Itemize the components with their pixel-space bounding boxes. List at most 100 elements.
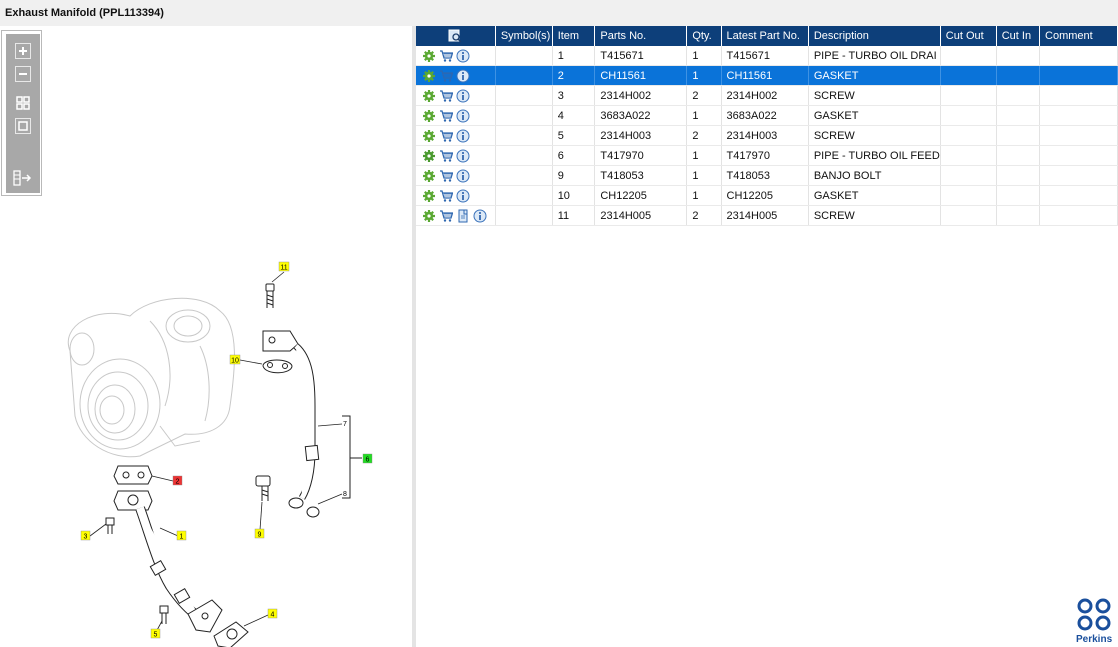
qty-cell: 2 [686,85,722,106]
illustration-pane[interactable]: 11 10 7 6 8 2 9 3 1 4 5 [0,26,412,647]
info-icon[interactable] [456,149,470,163]
cut-out-cell [940,125,997,146]
gear-icon[interactable] [422,49,436,63]
item-cell: 3 [552,85,596,106]
cut-out-cell [940,85,997,106]
row-icons-cell [416,125,496,146]
comment-cell [1039,105,1118,126]
table-row[interactable]: 3 2314H002 2 2314H002 SCREW [416,85,1118,106]
callout-6[interactable]: 6 [366,457,370,464]
column-header-parts-no[interactable]: Parts No. [594,26,688,46]
table-row[interactable]: 1 T415671 1 T415671 PIPE - TURBO OIL DRAI [416,46,1118,66]
item-cell: 1 [552,46,596,66]
cut-out-cell [940,165,997,186]
table-row[interactable]: 10 CH12205 1 CH12205 GASKET [416,185,1118,206]
callout-9[interactable]: 9 [258,532,262,539]
info-icon[interactable] [456,129,470,143]
row-actions [421,49,494,63]
latest-part-no-cell: T415671 [721,46,809,66]
callout-3[interactable]: 3 [84,534,88,541]
symbols-cell [495,105,553,126]
column-header-qty[interactable]: Qty. [686,26,722,46]
info-icon[interactable] [456,189,470,203]
info-icon[interactable] [456,89,470,103]
gears-icon[interactable] [422,149,436,163]
parts-no-cell: 2314H002 [594,85,688,106]
parts-table: Symbol(s) Item Parts No. Qty. Latest Par… [416,26,1118,226]
table-row[interactable]: 6 T417970 1 T417970 PIPE - TURBO OIL FEED [416,145,1118,166]
gear-icon[interactable] [422,129,436,143]
cart-icon[interactable] [439,189,453,203]
info-icon[interactable] [473,209,487,223]
document-icon[interactable] [456,209,470,223]
qty-cell: 1 [686,65,722,86]
info-icon[interactable] [456,49,470,63]
gear-icon[interactable] [422,69,436,83]
latest-part-no-cell: CH12205 [721,185,809,206]
gear-icon[interactable] [422,189,436,203]
item-cell: 6 [552,145,596,166]
info-icon[interactable] [456,169,470,183]
description-cell: GASKET [808,65,941,86]
perkins-logo [1077,598,1111,631]
cart-icon[interactable] [439,209,453,223]
callout-1[interactable]: 1 [180,534,184,541]
row-actions [421,169,494,183]
description-cell: SCREW [808,85,941,106]
cart-icon[interactable] [439,89,453,103]
callout-5[interactable]: 5 [154,632,158,639]
gear-icon[interactable] [422,109,436,123]
latest-part-no-cell: CH11561 [721,65,809,86]
row-actions [421,89,494,103]
column-header-filter[interactable] [416,26,496,46]
gear-icon[interactable] [422,89,436,103]
gear-icon[interactable] [422,209,436,223]
export-icon[interactable] [13,170,33,186]
column-header-description[interactable]: Description [808,26,941,46]
comment-cell [1039,125,1118,146]
column-header-comment[interactable]: Comment [1039,26,1118,46]
column-header-cut-in[interactable]: Cut In [996,26,1041,46]
callout-10[interactable]: 10 [231,358,239,365]
latest-part-no-cell: 2314H003 [721,125,809,146]
latest-part-no-cell: 2314H002 [721,85,809,106]
callout-2[interactable]: 2 [176,479,180,486]
column-header-cut-out[interactable]: Cut Out [940,26,997,46]
pane-splitter[interactable] [412,26,416,647]
cart-icon[interactable] [439,109,453,123]
row-icons-cell [416,185,496,206]
cut-out-cell [940,205,997,226]
column-header-symbols[interactable]: Symbol(s) [495,26,553,46]
actual-size-icon[interactable] [15,118,31,134]
item-cell: 5 [552,125,596,146]
info-icon[interactable] [456,69,470,83]
gear-icon[interactable] [422,169,436,183]
cart-icon[interactable] [439,169,453,183]
parts-no-cell: 2314H005 [594,205,688,226]
table-row[interactable]: 9 T418053 1 T418053 BANJO BOLT [416,165,1118,186]
cart-icon[interactable] [439,129,453,143]
cart-icon[interactable] [439,69,453,83]
parts-no-cell: 2314H003 [594,125,688,146]
table-row[interactable]: 4 3683A022 1 3683A022 GASKET [416,105,1118,126]
table-row[interactable]: 11 2314H005 2 2314H005 SCREW [416,205,1118,226]
callout-4[interactable]: 4 [271,612,275,619]
column-header-item[interactable]: Item [552,26,596,46]
row-actions [421,129,494,143]
callout-7[interactable]: 7 [343,421,347,428]
zoom-out-icon[interactable] [15,66,31,82]
cart-icon[interactable] [439,149,453,163]
comment-cell [1039,165,1118,186]
info-icon[interactable] [456,109,470,123]
cart-icon[interactable] [439,49,453,63]
callout-11[interactable]: 11 [280,265,287,272]
callout-8[interactable]: 8 [343,491,347,498]
column-header-latest-part-no[interactable]: Latest Part No. [721,26,809,46]
row-actions [421,149,494,163]
search-filter-icon[interactable] [448,29,462,43]
fit-all-icon[interactable] [15,95,31,111]
zoom-in-icon[interactable] [15,43,31,59]
table-row[interactable]: 5 2314H003 2 2314H003 SCREW [416,125,1118,146]
table-row[interactable]: 2 CH11561 1 CH11561 GASKET [416,65,1118,86]
description-cell: GASKET [808,185,941,206]
